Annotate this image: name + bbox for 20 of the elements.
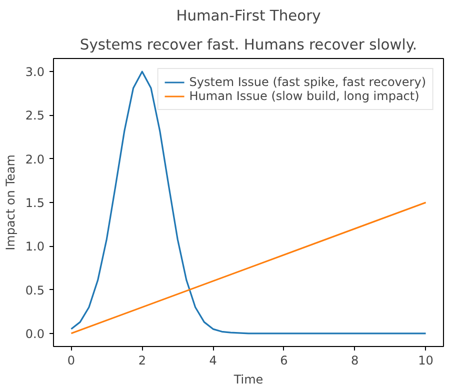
x-axis-title: Time — [232, 372, 264, 386]
chart-title: Human-First Theory — [176, 8, 322, 24]
y-tick-label: 0.5 — [25, 283, 45, 298]
y-tick-label: 2.5 — [25, 108, 45, 123]
y-axis-title: Impact on Team — [3, 154, 18, 250]
legend-label: Human Issue (slow build, long impact) — [189, 89, 420, 103]
x-tick-label: 2 — [138, 354, 146, 368]
y-tick-label: 3.0 — [25, 65, 45, 80]
x-tick-label: 8 — [351, 354, 359, 368]
line-series — [70, 70, 427, 334]
x-tick-label: 6 — [280, 354, 288, 368]
legend-label: System Issue (fast spike, fast recovery) — [189, 75, 426, 89]
y-tick-label: 1.5 — [25, 196, 45, 210]
y-tick-label: 1.0 — [25, 240, 45, 254]
x-tick-label: 0 — [67, 354, 76, 368]
chart-subtitle: Systems recover fast. Humans recover slowly. — [80, 36, 418, 54]
x-tick-label: 4 — [209, 354, 217, 368]
y-tick-label: 0.0 — [25, 326, 45, 341]
x-tick-label: 10 — [418, 354, 434, 368]
y-tick-label: 2.0 — [25, 152, 45, 166]
